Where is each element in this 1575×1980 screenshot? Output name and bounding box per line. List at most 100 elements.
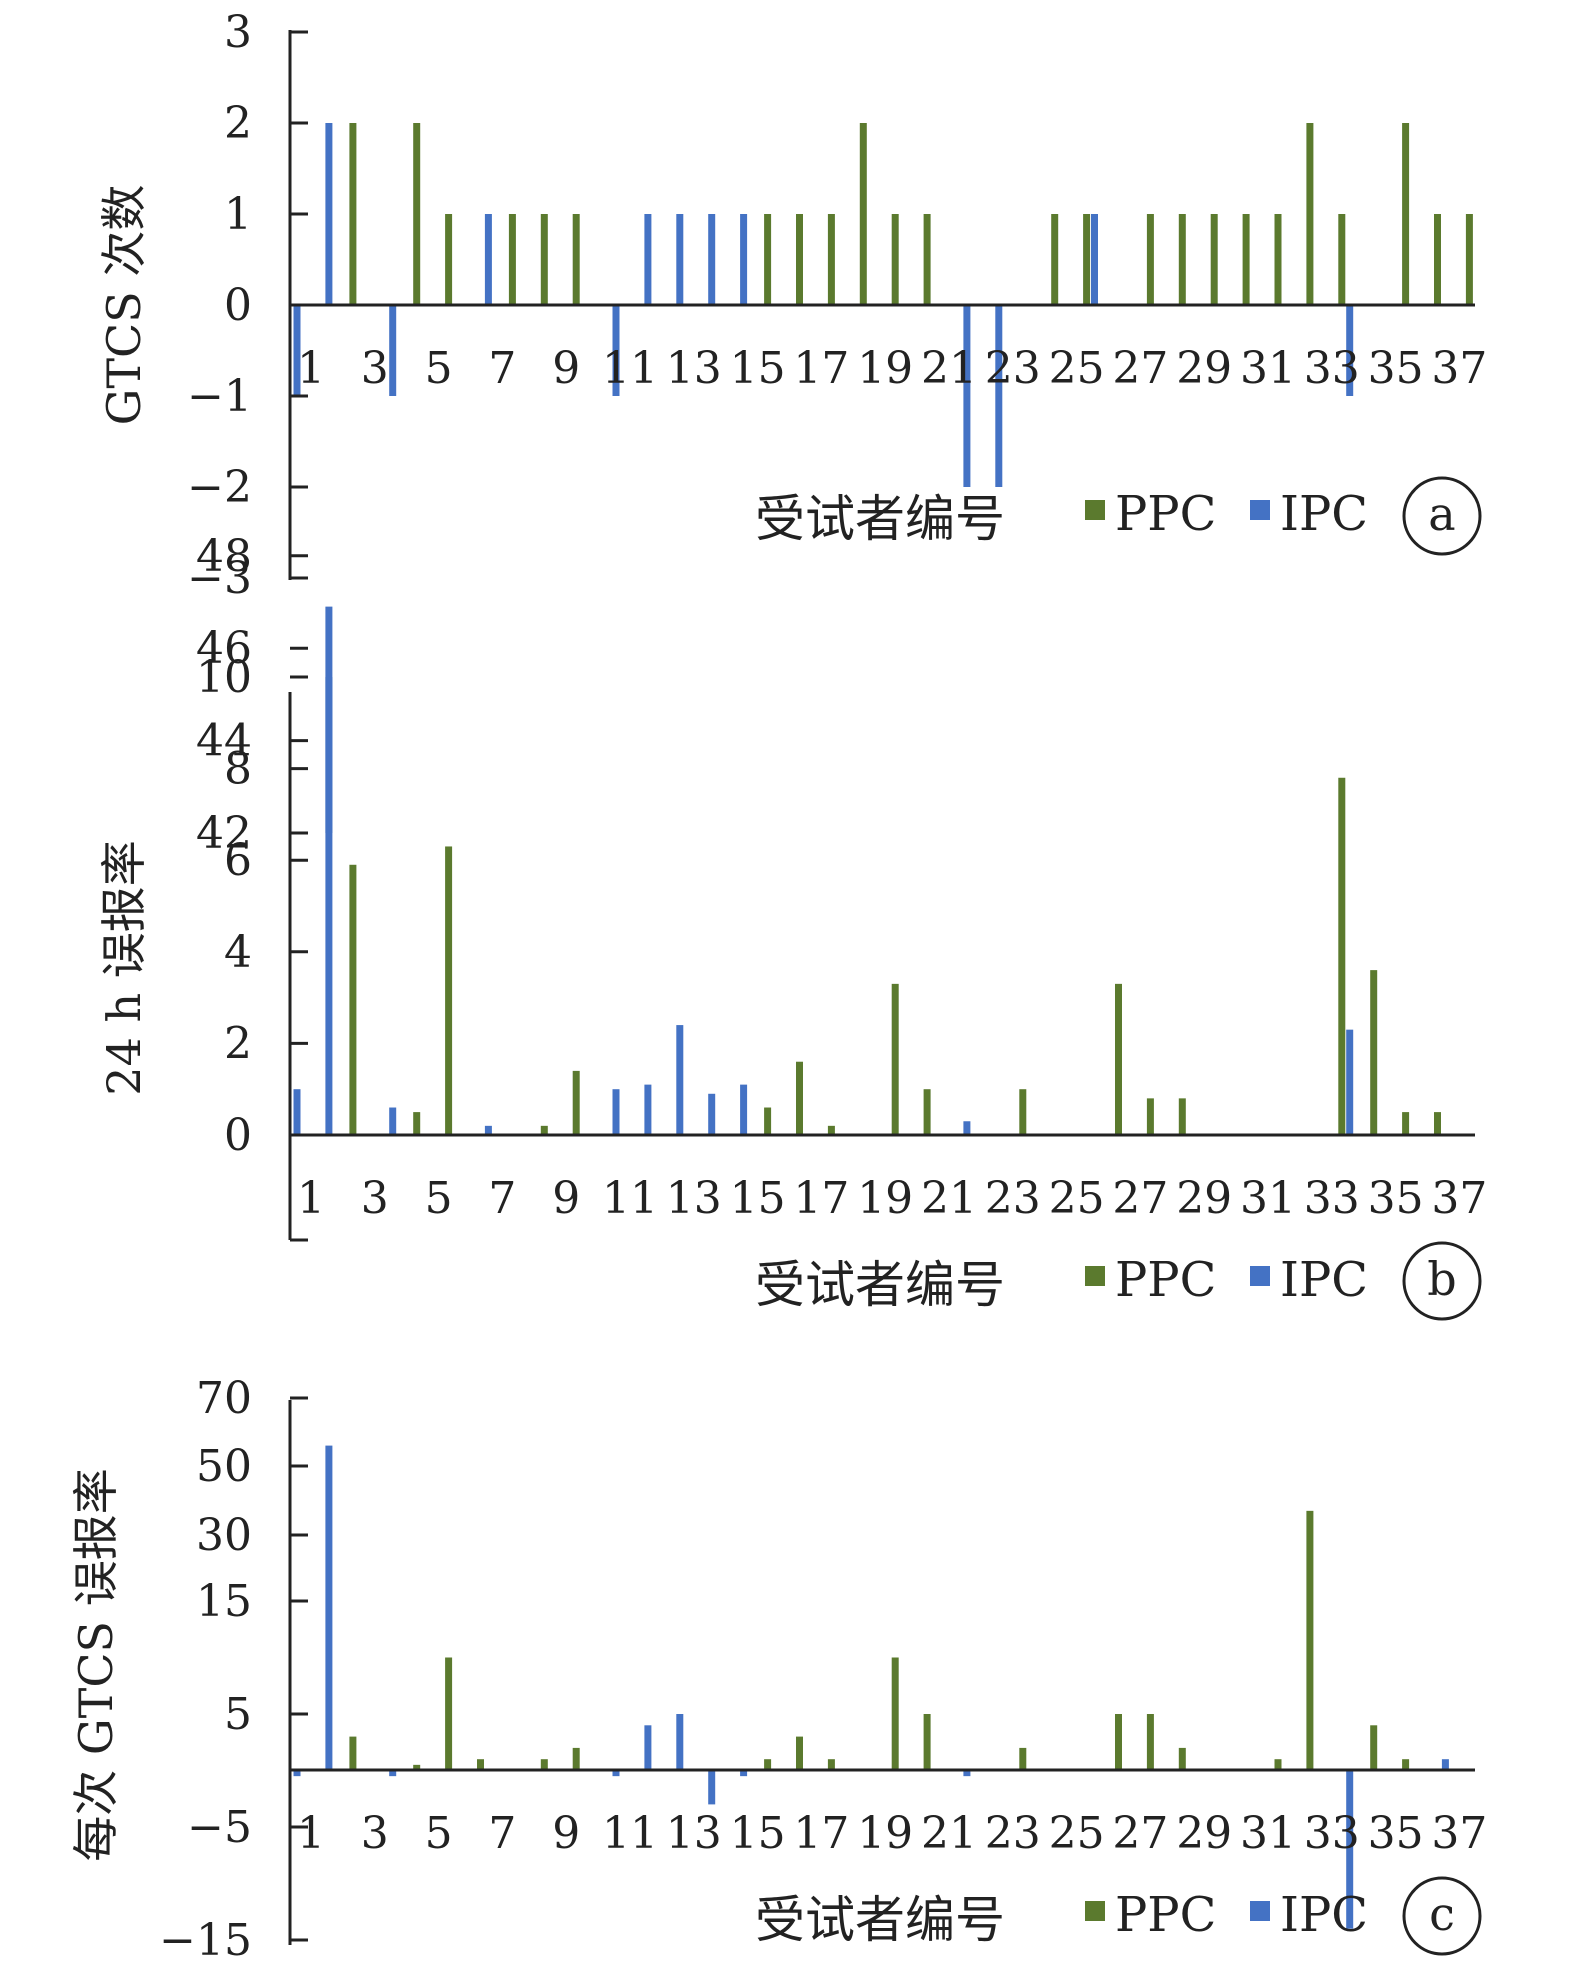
bar-ppc-subject-27 (1146, 1714, 1154, 1771)
bar-ipc-subject-15 (740, 1770, 748, 1777)
y-tick-label: 0 (224, 280, 252, 331)
bar-ipc-subject-2-lower (325, 677, 333, 1135)
y-tick-label: 2 (224, 98, 252, 149)
bar-ppc-subject-25 (1083, 214, 1091, 305)
y-tick-label: 3 (224, 7, 252, 58)
y-tick-label: 42 (196, 808, 252, 859)
bar-ppc-subject-5 (445, 214, 453, 305)
bar-ppc-subject-35 (1402, 123, 1410, 305)
x-tick-label: 13 (666, 1808, 722, 1859)
bar-ppc-subject-37 (1465, 214, 1473, 305)
y-tick-label: −3 (187, 553, 252, 604)
legend-swatch-ppc (1085, 1901, 1105, 1921)
bar-ipc-subject-13 (676, 1025, 684, 1135)
x-tick-label: 3 (361, 1173, 389, 1224)
bar-ipc-subject-4 (389, 1107, 397, 1135)
x-tick-label: 31 (1240, 1173, 1296, 1224)
x-tick-label: 25 (1049, 1173, 1105, 1224)
bar-ipc-subject-2-upper (325, 606, 333, 833)
bar-ppc-subject-32 (1306, 123, 1314, 305)
x-tick-label: 33 (1304, 343, 1360, 394)
x-tick-label: 33 (1304, 1173, 1360, 1224)
x-tick-label: 17 (793, 343, 849, 394)
panel-letter-circle (1402, 1241, 1482, 1321)
legend: PPC IPC (1085, 1252, 1368, 1308)
bar-ipc-subject-13 (676, 214, 684, 305)
bar-ipc-subject-4 (389, 1770, 397, 1777)
bar-ppc-subject-8 (540, 1125, 548, 1135)
y-tick-label: 48 (196, 531, 252, 582)
x-tick-label: 27 (1112, 343, 1168, 394)
x-tick-label: 13 (666, 343, 722, 394)
bar-ppc-subject-15 (764, 1759, 772, 1771)
x-tick-label: 11 (602, 343, 658, 394)
bar-ppc-subject-2 (349, 1736, 357, 1771)
y-tick-label: −5 (187, 1802, 252, 1853)
y-tick-label: 46 (196, 623, 252, 674)
x-tick-label: 7 (488, 1808, 516, 1859)
y-tick-label: 4 (224, 927, 252, 978)
x-tick-label: 31 (1240, 1808, 1296, 1859)
bar-ppc-subject-2 (349, 864, 357, 1135)
x-tick-label: 35 (1368, 1173, 1424, 1224)
bar-ppc-subject-31 (1274, 214, 1282, 305)
x-tick-label: 25 (1049, 343, 1105, 394)
x-tick-label: 37 (1431, 343, 1487, 394)
x-tick-label: 15 (730, 1808, 786, 1859)
y-tick-label: 1 (224, 189, 252, 240)
bar-ipc-subject-23 (995, 305, 1003, 487)
x-tick-label: 13 (666, 1173, 722, 1224)
x-tick-label: 15 (730, 343, 786, 394)
legend-label-ipc: IPC (1280, 1252, 1368, 1308)
x-tick-label: 3 (361, 343, 389, 394)
bar-ipc-subject-1 (293, 1770, 301, 1777)
bar-ppc-subject-18 (859, 123, 867, 305)
bar-ipc-subject-1 (293, 1089, 301, 1135)
panel-letter: a (1428, 487, 1455, 541)
x-tick-label: 3 (361, 1808, 389, 1859)
bar-ppc-subject-31 (1274, 1759, 1282, 1771)
bar-ppc-subject-24 (1051, 214, 1059, 305)
x-tick-label: 37 (1431, 1173, 1487, 1224)
bar-ppc-subject-33 (1338, 777, 1346, 1135)
bar-ppc-subject-27 (1146, 1098, 1154, 1135)
bar-ppc-subject-34 (1370, 970, 1378, 1135)
bar-ipc-subject-34 (1346, 305, 1354, 396)
bar-ipc-subject-11 (612, 1089, 620, 1135)
bar-ipc-subject-22 (963, 305, 971, 487)
x-tick-label: 23 (985, 1808, 1041, 1859)
x-tick-label: 21 (921, 1808, 977, 1859)
x-tick-label: 27 (1112, 1808, 1168, 1859)
bar-ppc-subject-29 (1210, 214, 1218, 305)
bar-ppc-subject-16 (796, 214, 803, 305)
x-tick-label: 9 (552, 1173, 580, 1224)
x-tick-label: 21 (921, 343, 977, 394)
bar-ipc-subject-13 (676, 1714, 684, 1771)
x-tick-label: 17 (793, 1808, 849, 1859)
x-tick-label: 19 (857, 1808, 913, 1859)
x-tick-label: 29 (1176, 1173, 1232, 1224)
bar-ppc-subject-28 (1178, 1747, 1186, 1771)
bar-ppc-subject-30 (1242, 214, 1250, 305)
x-tick-label: 21 (921, 1173, 977, 1224)
legend-swatch-ipc (1250, 500, 1270, 520)
y-tick-label: 44 (196, 716, 252, 767)
bar-ipc-subject-14 (708, 214, 716, 305)
bar-ipc-subject-14 (708, 1093, 716, 1135)
bar-ppc-subject-19 (891, 1657, 899, 1771)
x-tick-label: 37 (1431, 1808, 1487, 1859)
x-tick-label: 19 (857, 343, 913, 394)
y-tick-label: −2 (187, 462, 252, 513)
bar-ipc-subject-37 (1441, 1759, 1449, 1771)
x-tick-label: 19 (857, 1173, 913, 1224)
bar-ppc-subject-27 (1146, 214, 1154, 305)
bar-ipc-subject-7 (484, 214, 492, 305)
bar-ppc-subject-26 (1115, 983, 1122, 1135)
bar-ppc-subject-6 (477, 1759, 484, 1771)
y-axis-title: GTCS 次数 (97, 185, 151, 426)
bar-ppc-subject-17 (827, 1759, 835, 1771)
